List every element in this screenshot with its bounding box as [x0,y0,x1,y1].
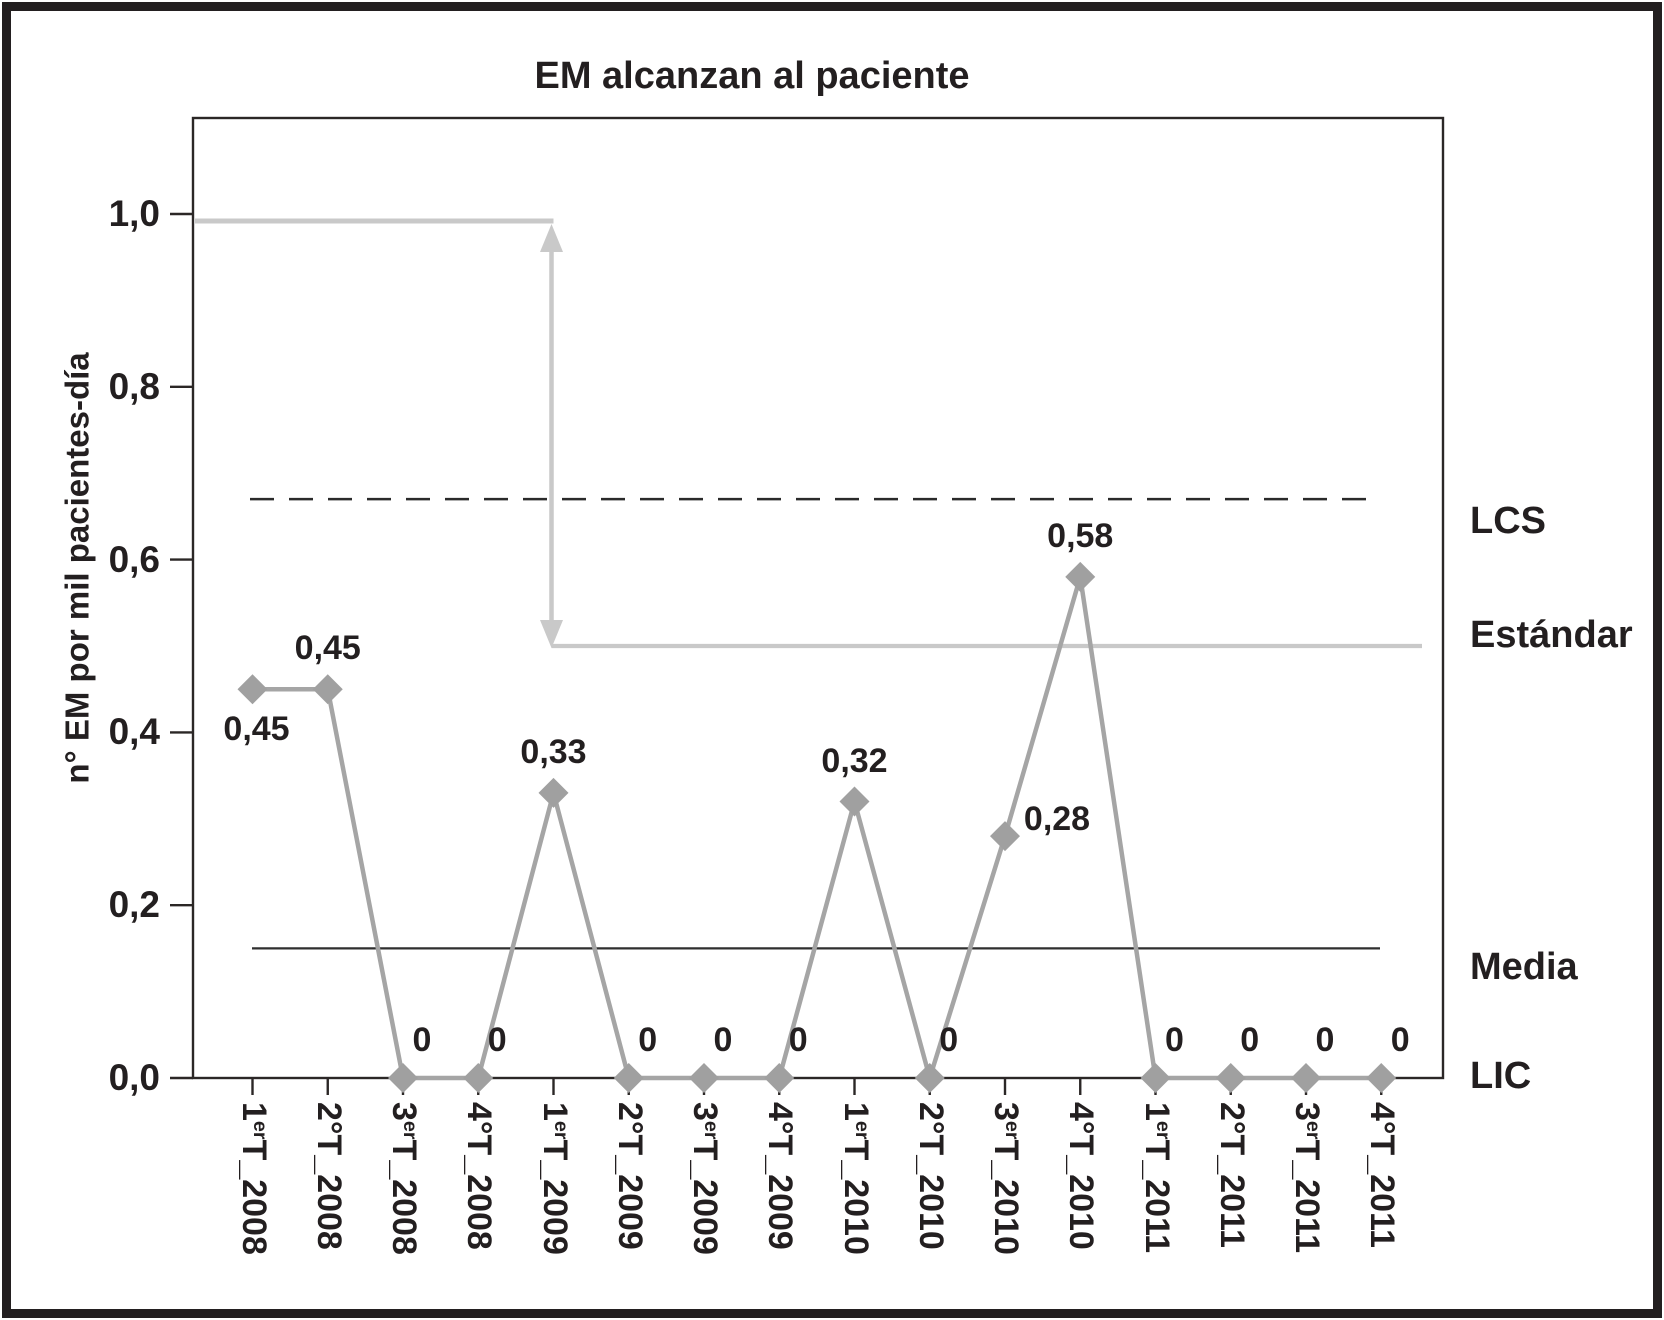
data-point-marker [764,1063,795,1093]
annotation-arrowhead-up [540,224,563,252]
data-point-marker [463,1063,494,1093]
data-point-label: 0 [1390,1021,1410,1060]
data-point-label: 0,45 [223,710,290,749]
data-point-marker [1366,1063,1397,1093]
y-tick-label: 0,0 [108,1057,160,1098]
data-point-marker [839,786,870,817]
annotation-arrowhead-down [540,620,563,648]
data-point-marker [1291,1063,1321,1093]
data-point-label: 0 [788,1021,808,1060]
data-point-marker [237,674,268,705]
data-point-marker [1215,1063,1246,1093]
reference-line-label-lic: LIC [1470,1055,1532,1097]
data-point-label: 0,58 [1047,517,1114,556]
data-point-label: 0 [1165,1021,1184,1060]
data-point-label: 0 [487,1021,507,1060]
y-tick-label: 1,0 [108,193,160,234]
y-tick-label: 0,6 [108,538,160,580]
data-point-label: 0 [412,1021,432,1060]
data-point-marker [613,1063,644,1093]
data-point-label: 0 [1315,1021,1335,1060]
data-point-label: 0,33 [520,733,587,772]
reference-line-label-lcs: LCS [1470,500,1546,542]
chart-title: EM alcanzan al paciente [534,55,970,98]
plot-frame [191,116,1445,1080]
y-tick-label: 0,2 [108,884,160,926]
data-point-marker [388,1063,418,1093]
data-point-label: 0 [939,1021,959,1060]
data-point-marker [538,777,569,808]
data-point-marker [990,821,1020,852]
data-point-marker [914,1063,945,1093]
reference-line-label-media: Media [1470,946,1578,988]
reference-line-label-estandar: Estándar [1470,614,1633,656]
y-tick-label: 0,8 [108,365,160,407]
data-point-label: 0 [1240,1021,1260,1060]
data-point-marker [312,674,343,705]
data-point-marker [689,1063,719,1093]
data-point-label: 0 [638,1021,658,1060]
data-point-marker [1065,561,1096,592]
data-point-label: 0,28 [1023,800,1091,839]
data-point-label: 0,45 [294,629,361,668]
data-point-label: 0 [713,1021,733,1060]
data-point-label: 0,32 [821,741,888,780]
x-tick-label: 4°T_2011 [1363,1102,1402,1248]
y-tick-label: 0,4 [108,711,160,753]
data-point-marker [1140,1063,1171,1093]
series-line [252,576,1382,1087]
